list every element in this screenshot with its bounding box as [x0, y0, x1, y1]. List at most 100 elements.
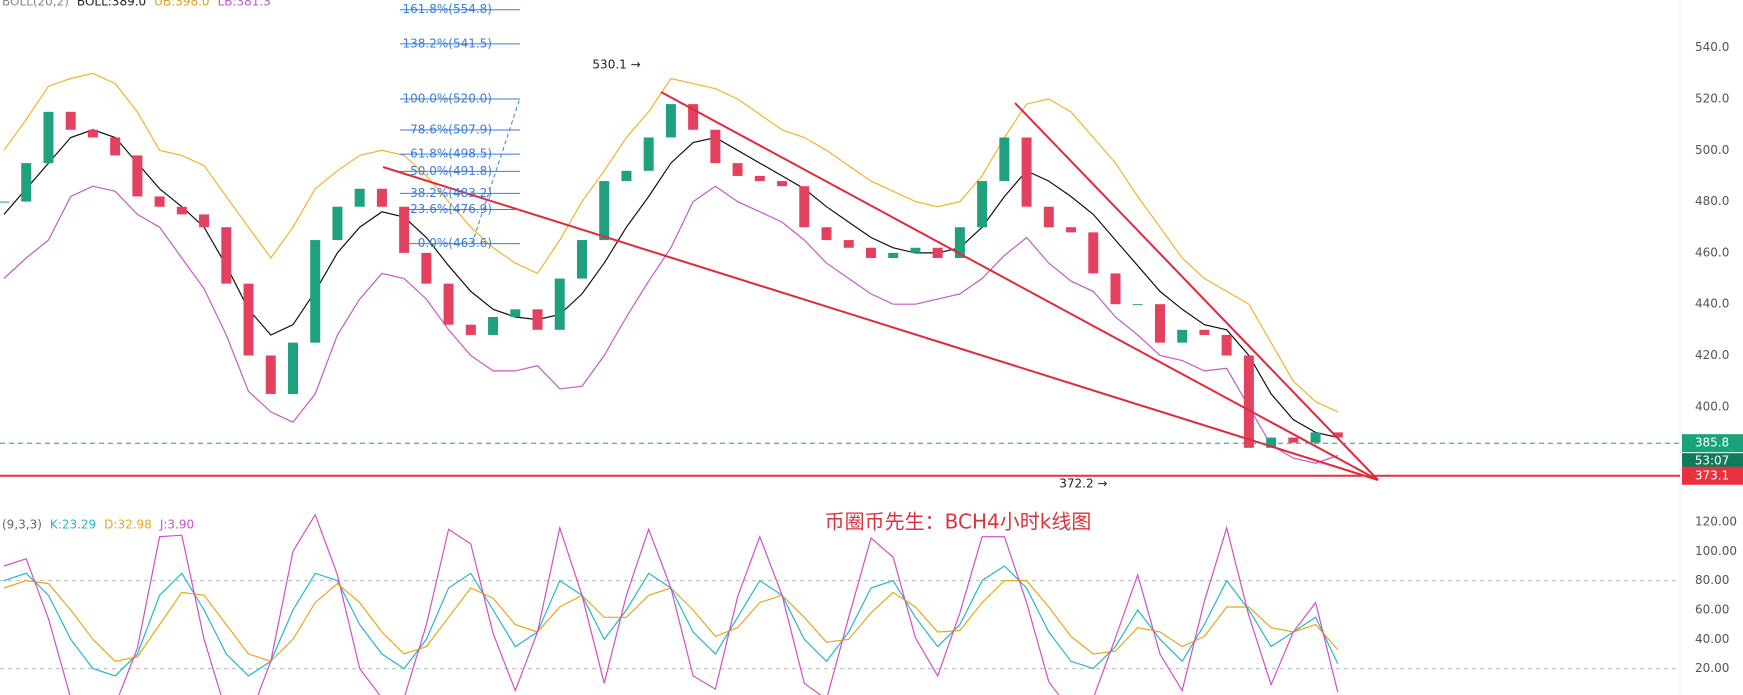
candle: [443, 283, 454, 325]
kdj-line: [3, 579, 1339, 662]
candle: [621, 170, 632, 182]
candle: [576, 240, 587, 279]
candle: [1288, 437, 1299, 443]
fib-label: 61.8%(498.5): [410, 147, 492, 161]
candle: [554, 278, 565, 330]
price-annotation: 372.2 →: [1059, 477, 1107, 491]
candle: [643, 137, 654, 171]
fib-label: 23.6%(476.9): [410, 202, 492, 216]
candle: [599, 181, 610, 241]
price-tag: [1682, 434, 1743, 453]
candle: [1088, 232, 1099, 274]
legend-entry: UB:398.0: [154, 0, 209, 9]
y-tick-label: 420.0: [1695, 348, 1729, 362]
candle: [910, 247, 921, 253]
candle: [999, 137, 1010, 182]
fib-label: 138.2%(541.5): [403, 36, 492, 50]
candle: [332, 206, 343, 241]
y-tick-label: 100.00: [1695, 544, 1737, 558]
candle: [354, 188, 365, 207]
candle: [932, 247, 943, 259]
candle: [465, 324, 476, 335]
candle: [265, 355, 276, 394]
candle: [221, 227, 232, 284]
kdj-line: [3, 565, 1339, 677]
countdown: 53:07: [1695, 454, 1730, 468]
fib-label: 50.0%(491.8): [410, 164, 492, 178]
candle: [421, 252, 432, 284]
candle: [710, 129, 721, 164]
candle: [1266, 437, 1277, 448]
candle: [777, 181, 788, 187]
candle: [176, 206, 187, 215]
fib-label: 100.0%(520.0): [403, 92, 492, 106]
candle: [843, 240, 854, 248]
price-tag-label: 385.8: [1695, 436, 1729, 450]
candle: [43, 111, 54, 164]
candle: [154, 196, 165, 207]
fib-guide: [471, 97, 521, 245]
legend-entry: BOLL(20,2): [2, 0, 69, 9]
y-tick-label: 520.0: [1695, 92, 1729, 106]
candle: [821, 227, 832, 241]
candle: [132, 155, 143, 197]
candle: [1154, 304, 1165, 343]
candle: [1310, 432, 1321, 443]
candle: [510, 309, 521, 318]
candle: [954, 227, 965, 259]
boll-line: [3, 185, 1338, 464]
fib-label: 161.8%(554.8): [403, 2, 492, 16]
y-tick-label: 40.00: [1695, 632, 1729, 646]
boll-line: [3, 72, 1339, 413]
fib-label: 38.2%(483.2): [410, 186, 492, 200]
legend-entry: (9,3,3): [2, 518, 42, 532]
legend-entry: LB:381.3: [218, 0, 271, 9]
countdown-box: [1682, 453, 1743, 470]
candle: [65, 111, 76, 130]
legend-entry: D:32.98: [104, 518, 152, 532]
legend-entry: BOLL:389.0: [77, 0, 146, 9]
trend-line: [1014, 102, 1379, 481]
candle: [1132, 304, 1143, 306]
candle: [888, 252, 899, 259]
y-tick-label: 400.0: [1695, 399, 1729, 413]
candle: [1221, 334, 1232, 356]
candle: [1066, 227, 1077, 233]
candle: [110, 137, 121, 156]
y-tick-label: 460.0: [1695, 245, 1729, 259]
candle: [199, 214, 210, 228]
y-tick-label: 120.00: [1695, 515, 1737, 529]
fib-label: 78.6%(507.9): [410, 123, 492, 137]
candle: [532, 309, 543, 330]
legend-entry: J:3.90: [159, 518, 194, 532]
candle: [1199, 329, 1210, 335]
price-tag-label: 373.1: [1695, 468, 1729, 482]
y-tick-label: 500.0: [1695, 143, 1729, 157]
legend-entry: K:23.29: [50, 518, 96, 532]
candle: [1332, 432, 1343, 438]
candle: [243, 283, 254, 356]
trend-line: [660, 91, 1379, 481]
candle: [87, 129, 98, 138]
kdj-line: [3, 513, 1339, 695]
candle: [376, 188, 387, 207]
y-tick-label: 80.00: [1695, 573, 1729, 587]
candle: [732, 163, 743, 176]
candle: [1243, 355, 1254, 448]
candle: [977, 181, 988, 228]
candle: [1110, 273, 1121, 305]
candle: [0, 201, 9, 203]
watermark: 币圈币先生：BCH4小时k线图: [825, 510, 1092, 534]
candle: [688, 104, 699, 130]
y-tick-label: 20.00: [1695, 661, 1729, 675]
candle: [21, 163, 32, 202]
trend-line: [382, 166, 1379, 481]
y-tick-label: 60.00: [1695, 602, 1729, 616]
fib-label: 0.0%(463.6): [418, 236, 492, 250]
candle: [1021, 137, 1032, 207]
candle: [1043, 206, 1054, 228]
candle: [665, 104, 676, 138]
candle: [754, 175, 765, 182]
